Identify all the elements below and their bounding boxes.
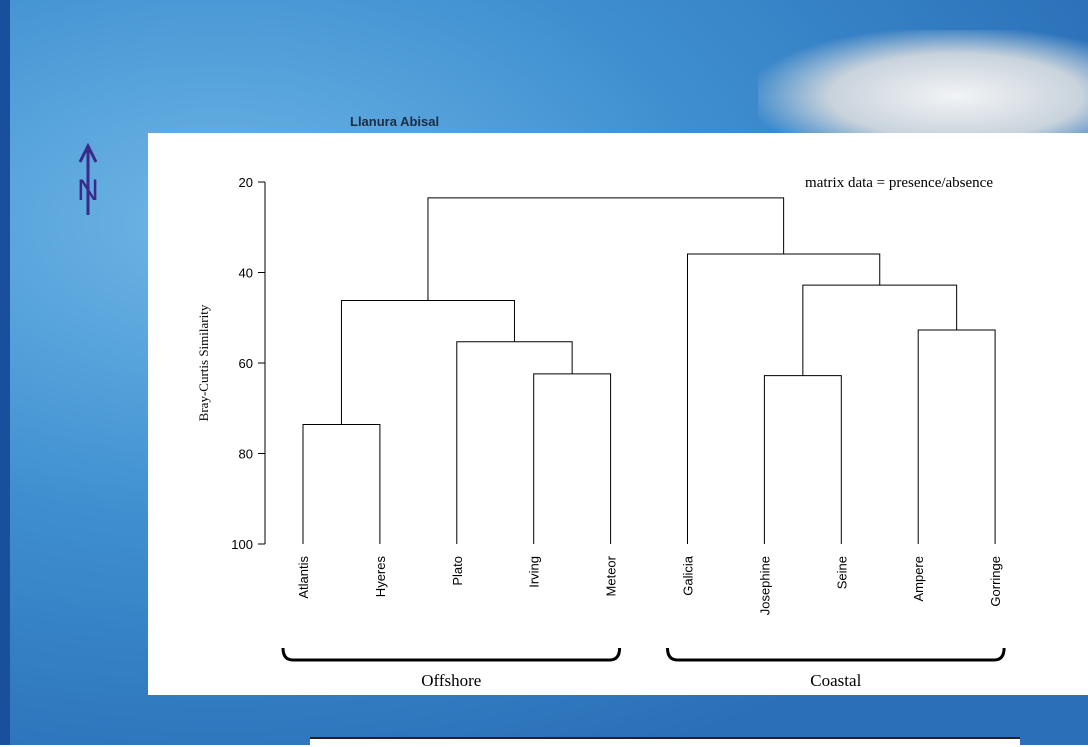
merge-link (341, 301, 514, 425)
leaf-label: Ampere (911, 556, 926, 602)
leaf-label: Meteor (604, 555, 619, 596)
y-tick-label: 60 (239, 356, 253, 371)
group-label: Offshore (421, 671, 481, 690)
group-bracket (283, 648, 620, 660)
group-label: Coastal (810, 671, 861, 690)
chart: Llanura Abisal N matrix data = presence/… (0, 0, 1088, 745)
y-axis-label: Bray-Curtis Similarity (196, 304, 211, 421)
page: Llanura Abisal N matrix data = presence/… (0, 0, 1088, 745)
leaf-label: Seine (834, 556, 849, 589)
leaf-label: Galicia (681, 555, 696, 596)
merge-link (764, 376, 841, 544)
leaf-label: Plato (450, 556, 465, 586)
leaf-label: Atlantis (296, 556, 311, 599)
map-label: Llanura Abisal (350, 114, 439, 129)
merge-link (457, 342, 572, 544)
merge-link (918, 330, 995, 544)
y-tick-label: 80 (239, 447, 253, 462)
y-tick-label: 20 (239, 175, 253, 190)
leaf-label: Josephine (757, 556, 772, 615)
y-tick-label: 100 (231, 537, 253, 552)
merge-link (303, 425, 380, 544)
y-tick-label: 40 (239, 266, 253, 281)
merge-link (534, 374, 611, 544)
merge-link (428, 198, 784, 301)
leaf-label: Irving (527, 556, 542, 588)
leaf-label: Hyeres (373, 556, 388, 598)
north-label: N (77, 174, 99, 207)
merge-link (688, 254, 880, 544)
group-bracket (668, 648, 1005, 660)
leaf-label: Gorringe (988, 556, 1003, 607)
annotation: matrix data = presence/absence (805, 175, 993, 191)
